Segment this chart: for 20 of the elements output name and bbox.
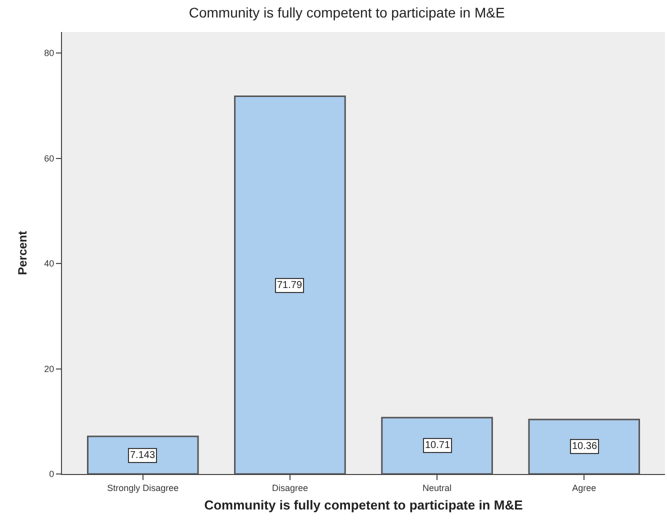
y-tick-label: 80: [44, 48, 54, 58]
bar: [528, 418, 640, 474]
chart-title: Community is fully competent to participate in M&E: [188, 4, 505, 21]
y-tick-label: 0: [49, 469, 54, 480]
bar: [86, 436, 199, 474]
x-tick-label: Disagree: [272, 482, 308, 493]
bar: [381, 416, 493, 474]
y-tick-label: 60: [44, 153, 54, 164]
x-tick-label: Neutral: [422, 482, 452, 493]
data-label: 7.143: [130, 450, 156, 461]
data-label: 10.71: [425, 440, 450, 451]
x-tick-label: Agree: [572, 482, 596, 493]
data-label: 10.36: [572, 441, 598, 452]
y-tick-label: 40: [44, 258, 54, 269]
x-axis-title: Community is fully competent to participate in M&E: [204, 497, 524, 512]
y-axis-title: Percent: [15, 230, 30, 276]
x-tick-label: Strongly Disagree: [107, 482, 179, 493]
bar: [234, 96, 346, 474]
data-label: 71.79: [277, 280, 302, 291]
y-tick-label: 20: [44, 364, 54, 374]
